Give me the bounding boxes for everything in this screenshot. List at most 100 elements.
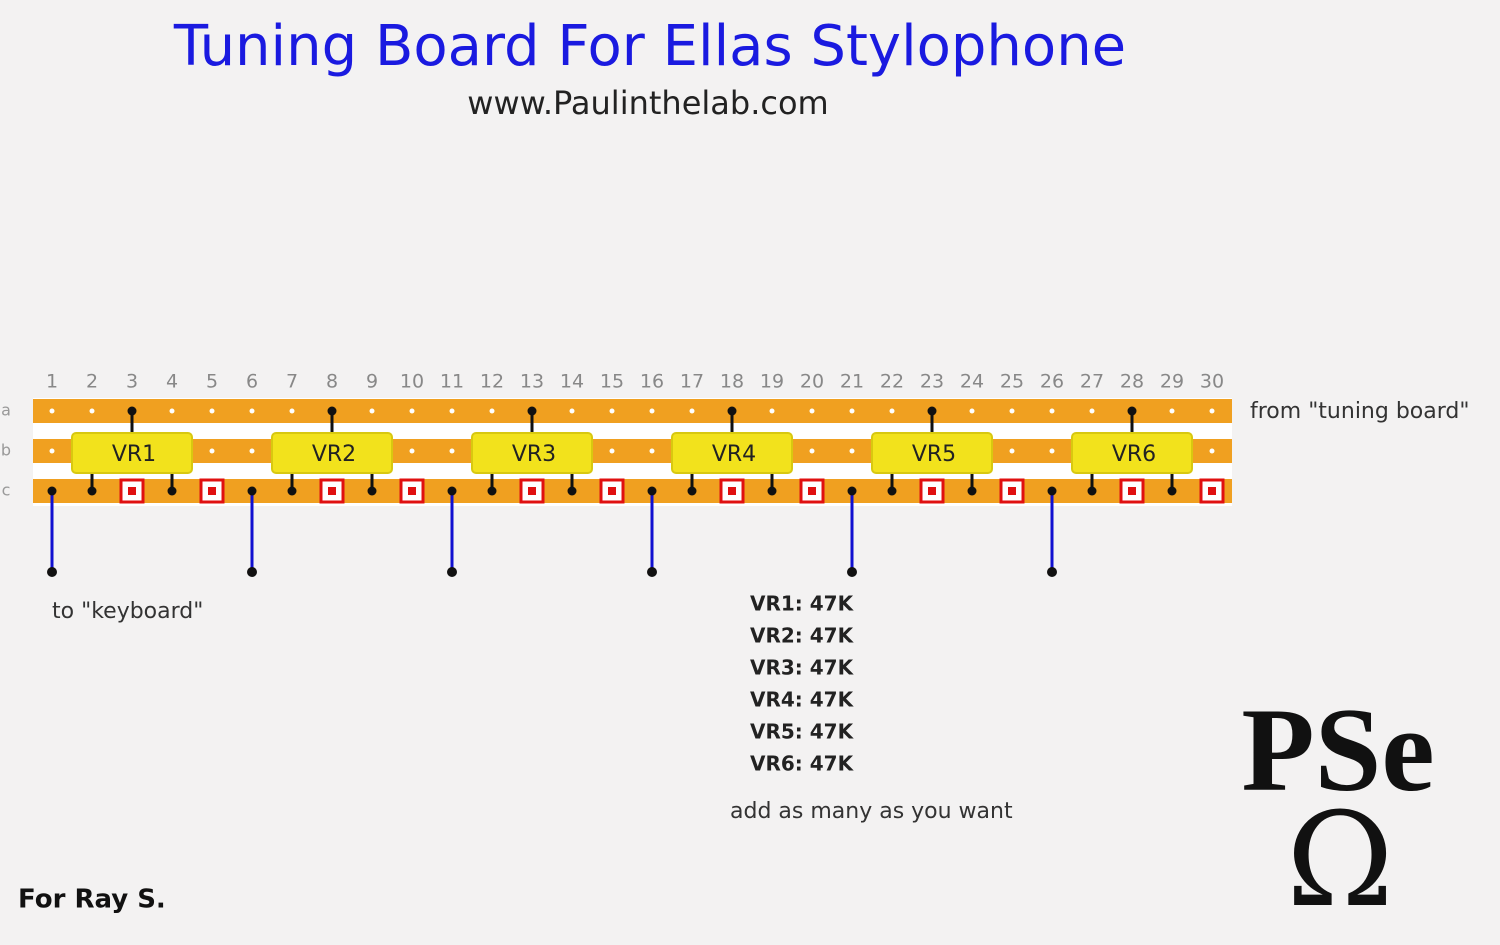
- hole: [449, 448, 455, 454]
- pin: [1087, 486, 1097, 496]
- pin: [87, 486, 97, 496]
- potentiometer: [871, 432, 993, 474]
- column-number: 2: [86, 371, 98, 393]
- track-cut-core: [408, 487, 416, 495]
- hole: [1209, 448, 1215, 454]
- hole: [1209, 408, 1215, 414]
- wire-end: [847, 567, 857, 577]
- hole: [1009, 408, 1015, 414]
- column-number: 18: [720, 371, 744, 393]
- pin: [247, 486, 257, 496]
- wire-end: [47, 567, 57, 577]
- hole: [209, 448, 215, 454]
- strip: [33, 479, 1232, 503]
- potentiometer: [471, 432, 593, 474]
- component-label: VR1: [112, 442, 156, 467]
- column-number: 30: [1200, 371, 1224, 393]
- pin: [127, 406, 137, 416]
- track-cut-core: [928, 487, 936, 495]
- strip: [33, 399, 1232, 423]
- hole: [169, 408, 175, 414]
- component-label: VR2: [312, 442, 356, 467]
- column-number: 5: [206, 371, 218, 393]
- column-number: 29: [1160, 371, 1184, 393]
- pin: [527, 406, 537, 416]
- hole: [649, 408, 655, 414]
- pin: [447, 486, 457, 496]
- hole: [649, 448, 655, 454]
- pin: [767, 486, 777, 496]
- column-number: 16: [640, 371, 664, 393]
- potentiometer: [71, 432, 193, 474]
- column-number: 15: [600, 371, 624, 393]
- wire-end: [447, 567, 457, 577]
- track-cut-core: [1008, 487, 1016, 495]
- hole: [1089, 408, 1095, 414]
- parts-list: VR1: 47K VR2: 47K VR3: 47K VR4: 47K VR5: 47K…: [750, 592, 855, 776]
- hole: [249, 408, 255, 414]
- column-number: 4: [166, 371, 178, 393]
- column-number: 8: [326, 371, 338, 393]
- track-cut-core: [528, 487, 536, 495]
- column-number: 21: [840, 371, 864, 393]
- pin: [167, 486, 177, 496]
- hole: [769, 408, 775, 414]
- row-label: a: [1, 401, 11, 420]
- pin: [887, 486, 897, 496]
- pin: [367, 486, 377, 496]
- pin: [847, 486, 857, 496]
- hole: [809, 408, 815, 414]
- track-cut-core: [1128, 487, 1136, 495]
- output-label: to "keyboard": [52, 599, 203, 624]
- column-number: 12: [480, 371, 504, 393]
- track-cut-core: [1208, 487, 1216, 495]
- hole: [449, 408, 455, 414]
- row-label: b: [1, 441, 11, 460]
- column-number: 7: [286, 371, 298, 393]
- column-number: 24: [960, 371, 984, 393]
- hole: [1169, 408, 1175, 414]
- pin: [927, 406, 937, 416]
- track-cut-core: [328, 487, 336, 495]
- hole: [1049, 408, 1055, 414]
- footer: For Ray S.: [18, 885, 166, 915]
- pin: [687, 486, 697, 496]
- column-number: 6: [246, 371, 258, 393]
- column-number: 19: [760, 371, 784, 393]
- column-number: 3: [126, 371, 138, 393]
- hole: [1049, 448, 1055, 454]
- pin: [1047, 486, 1057, 496]
- hole: [689, 408, 695, 414]
- pin: [1167, 486, 1177, 496]
- pin: [487, 486, 497, 496]
- column-number: 17: [680, 371, 704, 393]
- hole: [1009, 448, 1015, 454]
- column-number: 13: [520, 371, 544, 393]
- input-label: from "tuning board": [1250, 399, 1469, 424]
- subtitle: www.Paulinthelab.com: [467, 84, 828, 122]
- part-entry: VR3: 47K: [750, 656, 855, 680]
- hole: [249, 448, 255, 454]
- pin: [647, 486, 657, 496]
- column-number: 20: [800, 371, 824, 393]
- pin: [567, 486, 577, 496]
- column-number: 28: [1120, 371, 1144, 393]
- wire-end: [1047, 567, 1057, 577]
- hole: [849, 448, 855, 454]
- column-number: 27: [1080, 371, 1104, 393]
- hole: [49, 448, 55, 454]
- hole: [969, 408, 975, 414]
- component-label: VR3: [512, 442, 556, 467]
- hole: [569, 408, 575, 414]
- pin: [287, 486, 297, 496]
- pin: [727, 406, 737, 416]
- hole: [289, 408, 295, 414]
- logo-symbol: Ω: [1286, 784, 1394, 936]
- column-number: 22: [880, 371, 904, 393]
- logo-text: PSe: [1241, 683, 1434, 816]
- part-entry: VR6: 47K: [750, 752, 855, 776]
- hole: [809, 448, 815, 454]
- track-cut-core: [208, 487, 216, 495]
- hole: [889, 408, 895, 414]
